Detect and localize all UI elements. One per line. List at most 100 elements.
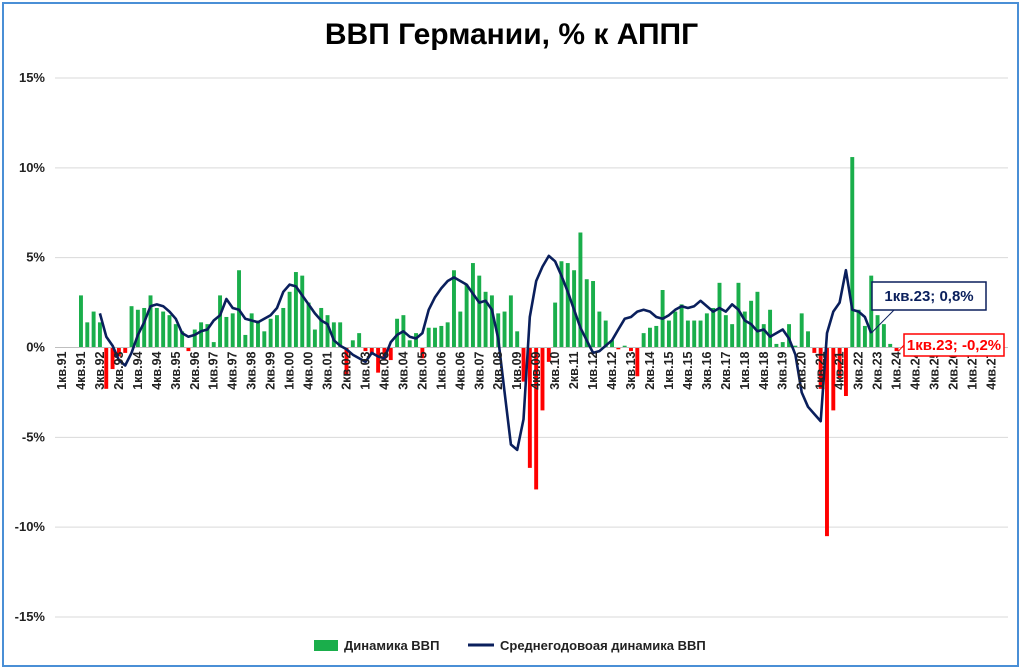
bar <box>761 324 766 348</box>
y-tick-label: 10% <box>19 160 45 175</box>
bar <box>218 295 223 348</box>
x-tick-label: 4кв.03 <box>377 351 391 389</box>
bar <box>673 311 678 348</box>
x-tick-label: 1кв.03 <box>358 351 372 389</box>
x-tick-label: 1кв.15 <box>662 351 676 389</box>
x-tick-label: 4кв.06 <box>453 351 467 389</box>
bar <box>825 347 829 537</box>
x-tick-label: 4кв.21 <box>833 351 847 389</box>
x-tick-label: 4кв.27 <box>984 351 998 389</box>
bar <box>559 261 564 348</box>
bar <box>433 327 437 348</box>
x-tick-label: 4кв.09 <box>529 351 543 389</box>
x-tick-label: 1кв.12 <box>586 351 600 389</box>
x-tick-label: 2кв.08 <box>491 351 505 389</box>
x-tick-label: 2кв.17 <box>719 351 733 389</box>
bar <box>445 322 450 348</box>
bar <box>325 315 330 348</box>
bar <box>338 322 343 348</box>
y-tick-label: 5% <box>26 250 45 265</box>
bar <box>496 313 501 348</box>
bar <box>742 311 747 348</box>
y-tick-label: 15% <box>19 70 45 85</box>
bar <box>274 315 279 348</box>
bar <box>452 270 456 348</box>
chart-title: ВВП Германии, % к АППГ <box>324 18 699 51</box>
x-tick-label: 4кв.18 <box>757 351 771 389</box>
bar <box>666 320 671 348</box>
bar <box>161 311 166 348</box>
legend-swatch-bars <box>314 640 338 651</box>
bar <box>167 315 172 348</box>
x-tick-label: 4кв.94 <box>150 351 164 389</box>
bar <box>224 316 229 348</box>
annotation-leader <box>898 344 905 352</box>
x-tick-label: 1кв.91 <box>55 351 69 389</box>
y-tick-label: 0% <box>26 340 45 355</box>
bar <box>837 347 842 379</box>
x-tick-label: 3кв.98 <box>245 351 259 389</box>
x-tick-label: 1кв.06 <box>434 351 448 389</box>
bar <box>610 340 614 348</box>
bar <box>679 304 684 348</box>
bar <box>856 309 861 348</box>
bar <box>192 329 197 348</box>
bar <box>439 325 444 348</box>
annotation-leader <box>870 307 897 334</box>
bar <box>654 325 659 348</box>
x-tick-label: 2кв.26 <box>946 351 960 389</box>
bar <box>540 347 545 411</box>
bar <box>123 347 128 353</box>
bar <box>376 347 381 373</box>
bar <box>515 331 520 348</box>
bar <box>622 345 627 348</box>
bar <box>350 340 355 348</box>
line-series <box>98 254 873 452</box>
x-tick-label: 3кв.95 <box>169 351 183 389</box>
bar <box>104 347 109 389</box>
bar <box>477 275 482 348</box>
bar <box>414 333 419 348</box>
x-tick-label: 2кв.02 <box>339 351 353 389</box>
bar <box>249 313 254 348</box>
bar <box>180 331 185 348</box>
bar <box>173 324 178 348</box>
bar <box>616 347 621 350</box>
bar <box>79 295 83 348</box>
x-tick-label: 4кв.97 <box>226 351 240 389</box>
bar <box>205 324 210 348</box>
x-tick-label: 3кв.01 <box>321 351 335 389</box>
x-tick-label: 4кв.00 <box>302 351 316 389</box>
annotation-bar-value: 1кв.23; -0,2% <box>907 337 1001 354</box>
x-tick-label: 3кв.16 <box>700 351 714 389</box>
x-tick-label: 1кв.97 <box>207 351 221 389</box>
bar <box>869 275 874 348</box>
x-tick-label: 2кв.05 <box>415 351 429 389</box>
x-tick-label: 3кв.22 <box>852 351 866 389</box>
bar <box>116 347 121 357</box>
x-tick-label: 4кв.12 <box>605 351 619 389</box>
bar <box>256 320 260 348</box>
x-tick-label: 1кв.09 <box>510 351 524 389</box>
bar <box>281 307 286 348</box>
x-tick-label: 3кв.10 <box>548 351 562 389</box>
bar <box>483 291 488 348</box>
x-tick-label: 1кв.21 <box>814 351 828 389</box>
bar <box>806 331 810 348</box>
bar <box>243 334 248 348</box>
x-tick-label: 2кв.23 <box>871 351 885 389</box>
legend-label-line: Среднегодовоая динамика ВВП <box>500 638 706 653</box>
bar <box>565 263 570 348</box>
annotation-box <box>903 333 1005 357</box>
y-tick-label: -5% <box>22 429 46 444</box>
x-tick-label: 3кв.92 <box>93 351 107 389</box>
bar <box>881 324 886 348</box>
bar <box>591 281 596 348</box>
x-tick-label: 3кв.25 <box>927 351 941 389</box>
bar <box>629 347 633 352</box>
bar <box>369 347 374 355</box>
bar <box>154 307 159 348</box>
x-tick-label: 2кв.93 <box>112 351 126 389</box>
y-tick-label: -15% <box>15 609 46 624</box>
bar <box>489 295 494 348</box>
